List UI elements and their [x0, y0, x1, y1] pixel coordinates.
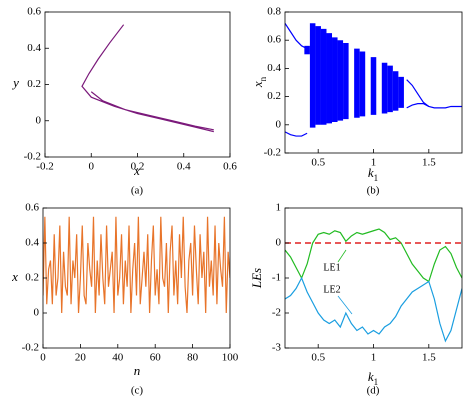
annotation-arrow [337, 295, 353, 315]
y-tick-label: 0.8 [267, 6, 281, 18]
y-tick-label: -2 [272, 307, 281, 319]
axes-frame [284, 207, 463, 349]
y-tick-label: 0 [36, 114, 42, 126]
series-line [285, 276, 462, 343]
plot-area [81, 24, 214, 133]
y-tick-label: 0.6 [27, 6, 41, 18]
series-line [43, 216, 230, 314]
y-axis-label-main: x [11, 269, 18, 284]
y-tick-label: -1 [272, 272, 281, 284]
x-tick-label: 0 [89, 161, 95, 173]
y-tick-label: -0.2 [264, 147, 281, 159]
y-tick-label: -3 [272, 342, 282, 354]
caption: (d) [367, 385, 380, 397]
series-line [285, 103, 430, 137]
x-axis-label-sub: 1 [374, 377, 379, 387]
x-axis-label: x [133, 163, 140, 178]
annotation-arrow [337, 249, 347, 263]
x-tick-label: 0.5 [311, 157, 325, 169]
y-tick-label: 0.4 [27, 42, 41, 54]
x-tick-label: 0 [40, 352, 46, 364]
axes-frame [44, 11, 231, 158]
y-tick-label: 0.2 [25, 272, 39, 284]
y-axis-label-main: x [250, 81, 265, 88]
x-tick-label: 1 [371, 157, 377, 169]
series-line [285, 22, 462, 109]
x-axis-label: n [134, 363, 141, 378]
x-tick-label: 1.5 [422, 352, 436, 364]
x-tick-label: 1 [371, 352, 377, 364]
y-tick-label: 0 [276, 118, 282, 130]
x-tick-label: 0.2 [131, 161, 145, 173]
x-tick-label: 100 [222, 352, 239, 364]
annotation: LE2 [323, 284, 340, 295]
x-axis-label-main: x [133, 163, 140, 178]
y-tick-label: 0.4 [25, 237, 39, 249]
x-tick-label: 40 [112, 352, 124, 364]
y-axis-label-sub: n [258, 76, 268, 81]
annotation: LE1 [323, 262, 340, 273]
caption: (b) [367, 185, 380, 197]
caption: (a) [131, 185, 144, 197]
x-tick-label: 1.5 [422, 157, 436, 169]
y-tick-label: 0.2 [267, 90, 281, 102]
x-axis-label: k1 [368, 369, 378, 387]
y-tick-label: 1 [276, 202, 282, 214]
plot-area [285, 22, 462, 137]
x-axis-label-main: k [368, 165, 374, 180]
y-axis-label: x [11, 269, 18, 284]
y-tick-label: -0.2 [24, 151, 41, 163]
y-axis-label: y [11, 75, 19, 90]
series-line [81, 24, 214, 133]
y-tick-label: 0.4 [267, 62, 281, 74]
y-tick-label: 0 [34, 307, 40, 319]
series-line [285, 228, 462, 283]
y-axis-label: LEs [249, 268, 264, 289]
x-axis-label: k1 [368, 165, 378, 183]
caption: (c) [131, 385, 144, 397]
plot-area [285, 228, 462, 343]
x-axis-label-main: n [134, 363, 141, 378]
plot-area [43, 216, 230, 314]
y-axis-label-main: LEs [249, 268, 264, 289]
y-tick-label: 0.6 [25, 202, 39, 214]
y-tick-label: -0.2 [22, 342, 39, 354]
x-axis-label-sub: 1 [374, 173, 379, 183]
x-axis-label-main: k [368, 369, 374, 384]
x-tick-label: 0.4 [177, 161, 191, 173]
y-tick-label: 0.2 [27, 78, 41, 90]
x-tick-label: 80 [187, 352, 199, 364]
y-axis-label-main: y [11, 75, 19, 90]
x-tick-label: 0.6 [223, 161, 237, 173]
y-axis-label: xn [250, 76, 268, 88]
y-tick-label: 0.6 [267, 34, 281, 46]
x-tick-label: -0.2 [36, 161, 53, 173]
x-tick-label: 0.5 [311, 352, 325, 364]
x-tick-label: 20 [75, 352, 87, 364]
y-tick-label: 0 [276, 237, 282, 249]
x-tick-label: 60 [150, 352, 162, 364]
